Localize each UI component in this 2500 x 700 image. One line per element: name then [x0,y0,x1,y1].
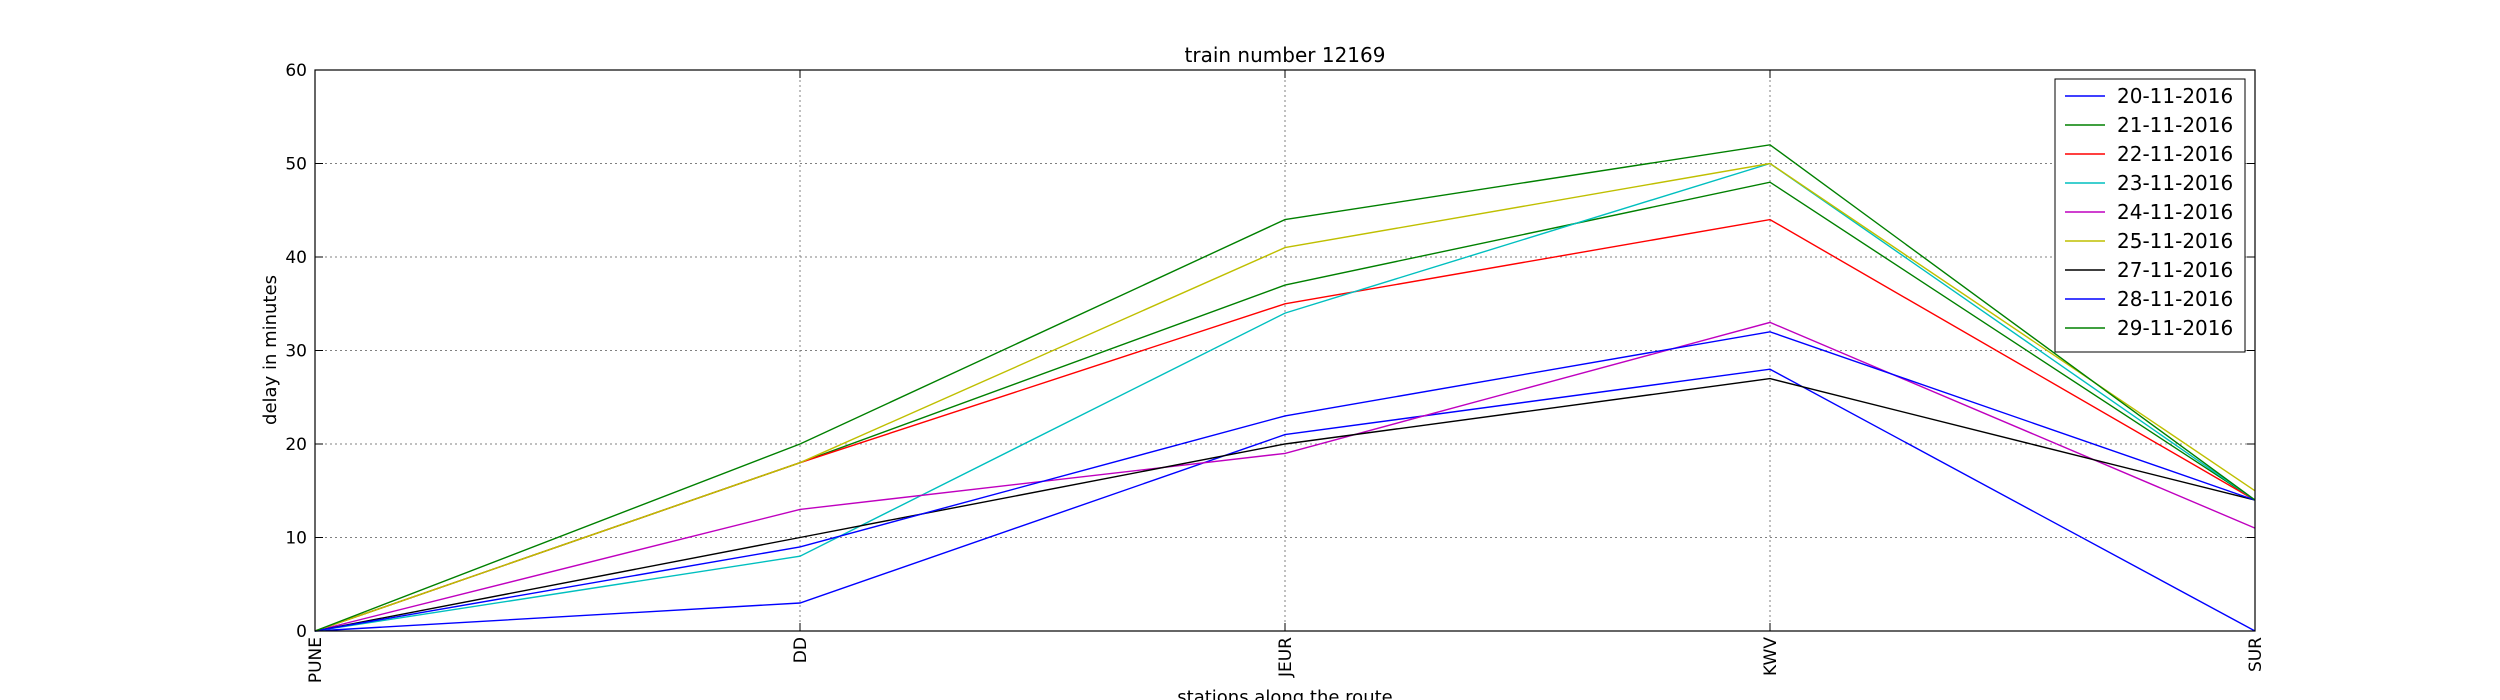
series-lines [314,144,2256,632]
legend-entry: 23-11-2016 [2117,171,2233,195]
y-tick-label: 0 [296,622,307,642]
y-tick-label: 40 [285,248,307,268]
series-line-20-11-2016 [314,368,2256,632]
y-tick-label: 10 [285,529,307,549]
x-tick-label: SUR [2246,637,2266,672]
y-tick-label: 60 [285,61,307,81]
y-tick-label: 50 [285,155,307,175]
x-tick-label: JEUR [1276,637,1296,678]
chart-title: train number 12169 [1185,43,1386,67]
y-axis-label: delay in minutes [260,275,281,425]
y-tick-label: 30 [285,342,307,362]
legend-entry: 20-11-2016 [2117,84,2233,108]
series-line-25-11-2016 [314,162,2256,632]
x-tick-label: DD [791,637,811,663]
grid-lines [315,70,2255,631]
legend-entry: 21-11-2016 [2117,113,2233,137]
series-line-24-11-2016 [314,321,2256,632]
legend-entry: 22-11-2016 [2117,142,2233,166]
x-axis-ticks: PUNE DD JEUR KWV SUR [306,70,2266,683]
legend-entry: 29-11-2016 [2117,316,2233,340]
legend-entry: 25-11-2016 [2117,229,2233,253]
legend-entry: 28-11-2016 [2117,287,2233,311]
y-tick-label: 20 [285,435,307,455]
y-axis-ticks: 0 10 20 30 40 50 60 [285,61,2255,642]
x-tick-label: KWV [1761,637,1781,676]
legend: 20-11-2016 21-11-2016 22-11-2016 23-11-2016… [2054,78,2246,353]
legend-entry: 24-11-2016 [2117,200,2233,224]
x-axis-label: stations along the route [1177,687,1392,700]
series-line-23-11-2016 [314,162,2256,632]
series-line-28-11-2016 [314,331,2256,632]
x-tick-label: PUNE [306,637,326,683]
series-line-27-11-2016 [314,377,2256,632]
series-line-29-11-2016 [314,144,2256,632]
legend-entry: 27-11-2016 [2117,258,2233,282]
